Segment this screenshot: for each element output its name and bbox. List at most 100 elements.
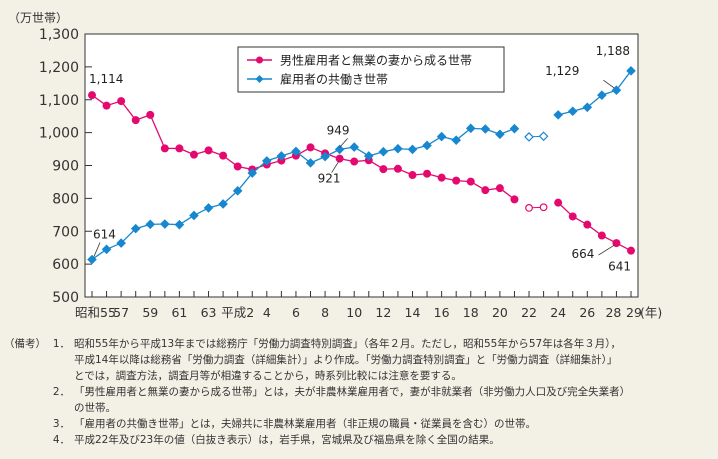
data-point	[437, 173, 446, 182]
data-point	[567, 106, 578, 117]
x-tick-label: 28	[605, 305, 621, 320]
data-point	[130, 223, 141, 234]
x-tick-label: 8	[321, 305, 329, 320]
note-number	[48, 400, 74, 416]
note-head	[4, 352, 48, 368]
data-point	[247, 168, 258, 178]
annotation-layer: 1,114 614 949 921 1,129 1,188 664 641	[89, 44, 631, 274]
data-point	[350, 157, 359, 166]
x-tick-label: 20	[492, 305, 508, 320]
x-tick-label: 24	[550, 305, 566, 320]
x-tick-label: 29	[626, 305, 642, 320]
note-line: 4． 平成22年及び23年の値（白抜き表示）は，岩手県，宮城県及び福島県を除く全国…	[4, 432, 716, 448]
data-point	[627, 246, 635, 255]
x-tick-label: 10	[346, 305, 362, 320]
data-point	[525, 204, 533, 212]
data-point	[465, 123, 476, 134]
data-point	[218, 199, 228, 209]
data-point	[219, 151, 228, 160]
data-point	[145, 219, 156, 230]
data-point	[189, 150, 198, 159]
data-label: 1,129	[545, 64, 579, 78]
x-axis-unit: (年)	[640, 305, 662, 320]
data-label: 614	[93, 228, 116, 242]
series-segment	[615, 70, 632, 91]
data-point	[189, 210, 199, 221]
data-point	[175, 144, 184, 153]
note-number: 2．	[52, 386, 70, 398]
data-point	[466, 177, 475, 186]
legend-marker-diamond-icon	[255, 75, 264, 83]
data-point	[597, 90, 607, 100]
data-point	[334, 144, 345, 155]
data-label: 1,114	[89, 72, 123, 86]
data-point	[306, 143, 315, 152]
data-point	[262, 156, 272, 166]
data-point	[539, 203, 548, 212]
data-point	[538, 131, 549, 142]
data-point	[626, 66, 636, 76]
data-point	[305, 158, 316, 168]
data-point	[160, 219, 170, 229]
data-point	[597, 231, 606, 240]
data-point	[102, 101, 111, 110]
data-point	[320, 151, 330, 162]
note-number	[48, 368, 74, 384]
annotation-leader	[93, 242, 101, 257]
note-number	[48, 352, 74, 368]
data-point	[349, 142, 360, 152]
data-point	[451, 135, 461, 145]
data-point	[393, 164, 402, 173]
data-point	[276, 151, 287, 161]
data-point	[495, 184, 504, 193]
note-line: の世帯。	[4, 400, 716, 416]
data-point	[117, 97, 126, 106]
y-tick-label: 500	[52, 290, 79, 306]
note-head	[4, 432, 48, 448]
note-text: 昭和55年から平成13年までは総務庁「労働力調査特別調査」（各年２月。ただし，昭…	[74, 338, 621, 350]
data-point	[481, 186, 490, 195]
y-tick-label: 900	[52, 159, 79, 175]
y-tick-label: 1,300	[39, 27, 79, 43]
x-tick-label: 63	[201, 305, 217, 320]
data-point	[101, 244, 112, 255]
y-tick-label: 700	[52, 224, 79, 240]
x-tick-label: 26	[579, 305, 595, 320]
data-point	[291, 146, 301, 157]
note-line: （備考） 1． 昭和55年から平成13年までは総務庁「労働力調査特別調査」（各年２月…	[4, 336, 716, 352]
annotation-leader	[331, 161, 339, 173]
note-text: の世帯。	[74, 402, 116, 414]
data-point	[524, 132, 534, 142]
data-label: 1,188	[596, 44, 630, 58]
x-tick-label: 18	[463, 305, 479, 320]
y-tick-label: 800	[52, 191, 79, 207]
legend-box	[237, 46, 505, 93]
data-point	[378, 146, 389, 157]
x-tick-label: 平成2	[221, 305, 254, 320]
note-text: 平成14年以降は総務省「労働力調査（詳細集計）」より作成。「労働力調査特別調査」…	[74, 354, 618, 366]
data-point	[363, 151, 374, 161]
note-text: 「男性雇用者と無業の妻から成る世帯」とは，夫が非農林業雇用者で，妻が非就業者（非…	[74, 386, 631, 398]
data-point	[510, 195, 519, 204]
data-label: 641	[608, 260, 631, 274]
note-text: 平成22年及び23年の値（白抜き表示）は，岩手県，宮城県及び福島県を除く全国の結…	[74, 434, 500, 446]
note-head	[4, 416, 48, 432]
data-point	[452, 176, 461, 185]
data-point	[553, 110, 563, 120]
data-point	[554, 198, 563, 207]
series-segment	[120, 228, 137, 244]
data-point	[407, 144, 418, 155]
y-tick-label: 600	[52, 257, 79, 273]
data-point	[203, 203, 214, 213]
data-point	[174, 219, 185, 230]
data-point	[335, 154, 344, 163]
note-line: 平成14年以降は総務省「労働力調査（詳細集計）」より作成。「労働力調査特別調査」…	[4, 352, 716, 368]
note-number: 4．	[52, 434, 70, 446]
legend-marker-circle-icon	[256, 56, 263, 64]
note-text: 「雇用者の共働き世帯」とは，夫婦共に非農林業雇用者（非正規の職員・従業員を含む）…	[74, 418, 536, 430]
note-line: とでは，調査方法，調査月等が相違することから，時系列比較には注意を要する。	[4, 368, 716, 384]
data-point	[393, 143, 403, 154]
data-point	[509, 123, 520, 134]
line-chart: （万世帯） 500 600 700 800 900 1,000 1,100 1,200 1,30…	[8, 11, 662, 320]
